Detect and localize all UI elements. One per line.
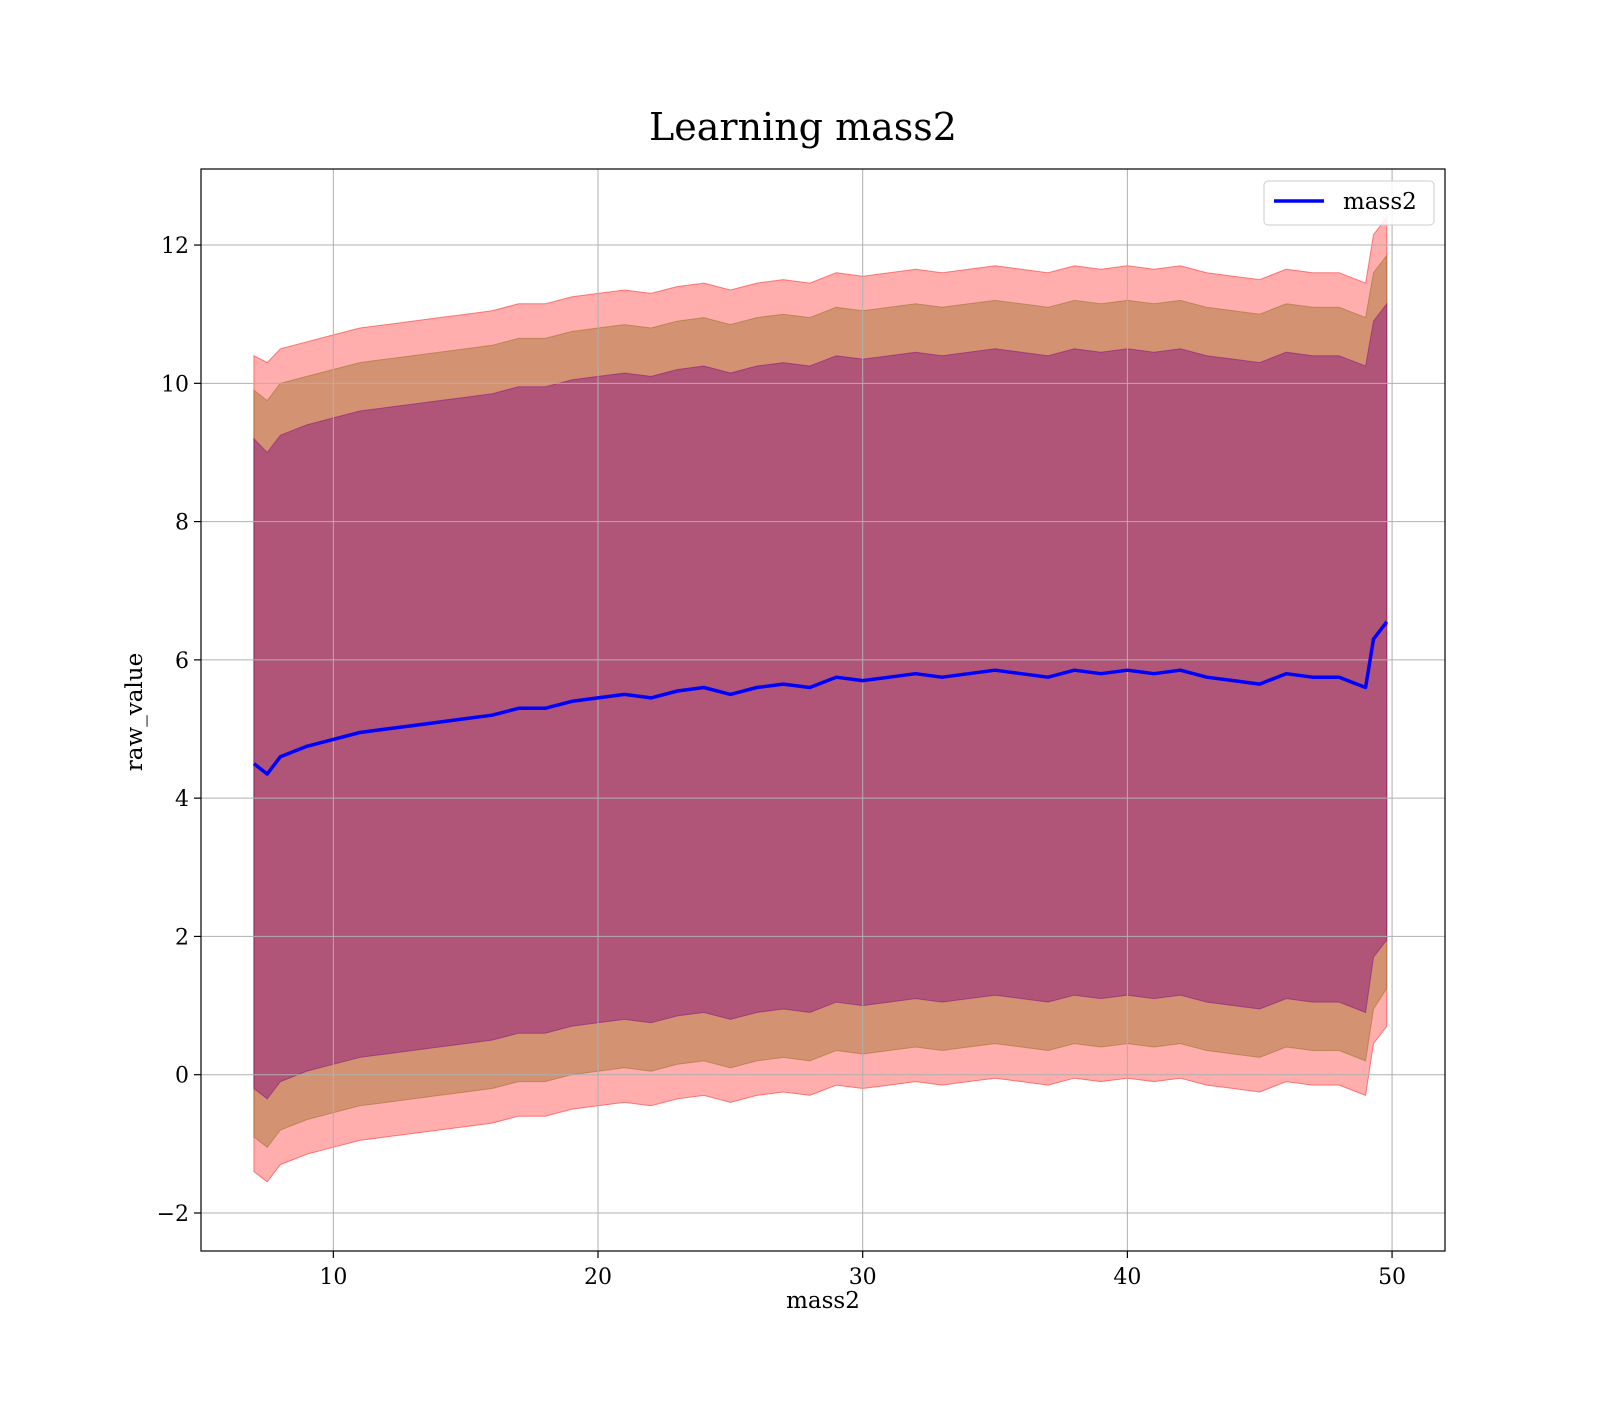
y-axis-ticks: −2 0 2 4 6 8 10 12: [157, 234, 201, 1227]
x-tick-label-3: 40: [1113, 1265, 1141, 1290]
y-tick-label-6: 10: [161, 372, 189, 397]
y-axis-label: raw_value: [122, 653, 148, 771]
x-tick-label-1: 20: [584, 1265, 612, 1290]
legend-entry-mass2: mass2: [1343, 189, 1417, 215]
plot-area: [200, 168, 1446, 1252]
plot-frame: [200, 168, 1446, 1252]
x-tick-label-0: 10: [319, 1265, 347, 1290]
y-tick-label-0: −2: [157, 1202, 189, 1227]
series-line-mass2: [252, 620, 1389, 776]
x-tick-label-2: 30: [849, 1265, 877, 1290]
x-axis-ticks: 10 20 30 40 50: [319, 1251, 1406, 1290]
y-tick-label-1: 0: [175, 1064, 189, 1089]
grid-lines: [201, 169, 1445, 1251]
band-outer: [253, 215, 1388, 1183]
y-tick-label-5: 8: [175, 511, 189, 536]
x-tick-label-4: 50: [1378, 1265, 1406, 1290]
chart-title: Learning mass2: [649, 105, 957, 149]
series-lines: [252, 620, 1389, 776]
x-axis-label: mass2: [786, 1288, 860, 1314]
y-tick-label-2: 2: [175, 925, 189, 950]
confidence-bands: [253, 215, 1388, 1183]
legend-box: [1263, 180, 1435, 226]
y-tick-label-7: 12: [161, 234, 189, 259]
y-tick-label-4: 6: [175, 649, 189, 674]
legend: mass2: [1263, 180, 1435, 226]
band-middle: [253, 253, 1388, 1149]
band-inner: [253, 302, 1388, 1100]
y-tick-label-3: 4: [175, 787, 189, 812]
